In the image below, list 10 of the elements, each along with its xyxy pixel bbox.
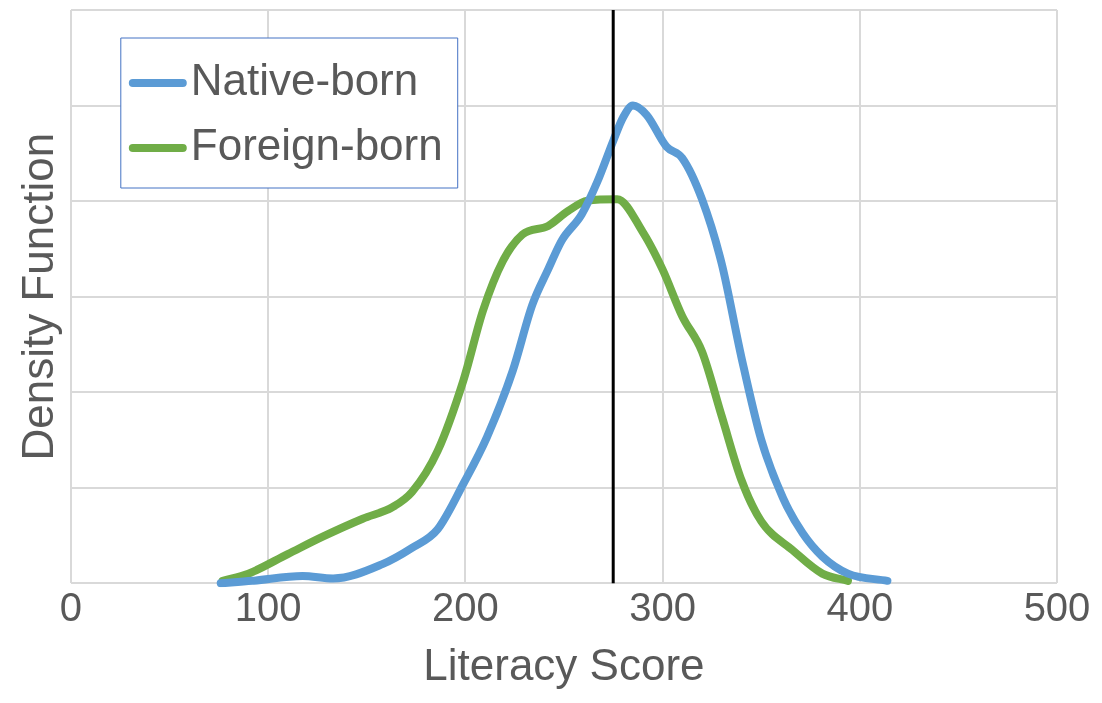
- x-tick-label: 200: [431, 585, 499, 630]
- x-tick-label: 300: [629, 585, 696, 630]
- x-tick-label: 500: [1023, 585, 1091, 630]
- legend-label: Foreign-born: [190, 120, 443, 170]
- x-tick-label: 400: [826, 585, 894, 630]
- x-axis-title: Literacy Score: [423, 639, 705, 689]
- x-tick-label: 0: [59, 585, 82, 630]
- legend-label: Native-born: [190, 55, 419, 105]
- x-tick-label: 100: [234, 585, 302, 630]
- y-axis-title: Density Function: [12, 132, 62, 461]
